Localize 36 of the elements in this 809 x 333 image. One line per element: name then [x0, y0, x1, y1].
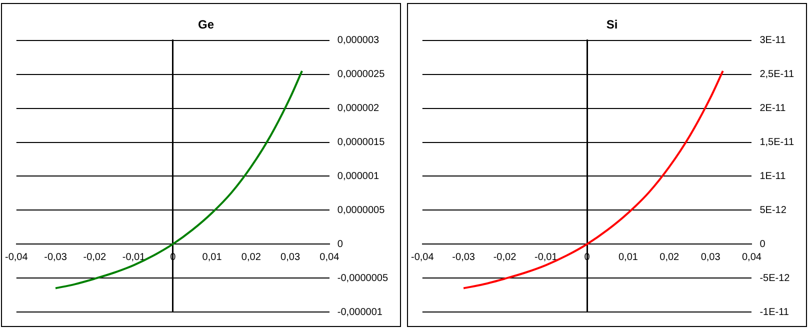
y-tick-label: -0,000001: [337, 306, 383, 318]
x-tick-label: 0,04: [742, 252, 762, 263]
x-tick-label: 0,02: [660, 252, 680, 263]
x-tick-label: -0,01: [122, 252, 146, 263]
y-tick-label: 0,0000025: [337, 69, 386, 80]
x-tick-label: 0,01: [618, 252, 638, 263]
chart-title: Ge: [198, 18, 214, 32]
x-tick-label: 0,01: [202, 252, 222, 263]
x-tick-label: 0,04: [320, 252, 340, 263]
y-tick-label: 0,000001: [337, 170, 380, 182]
x-tick-label: -0,02: [493, 252, 517, 263]
chart-title: Si: [606, 18, 618, 32]
x-tick-label: -0,02: [83, 252, 106, 263]
y-tick-label: 3E-11: [760, 35, 786, 46]
y-tick-label: -0,0000005: [337, 272, 388, 284]
y-tick-label: 0,000003: [337, 35, 380, 46]
x-tick-label: -0,03: [452, 252, 476, 263]
y-tick-label: 2E-11: [760, 103, 786, 114]
y-tick-label: 0,0000015: [337, 137, 386, 148]
x-tick-label: -0,04: [5, 252, 28, 263]
y-tick-label: 2,5E-11: [760, 69, 794, 80]
y-tick-label: 0,0000005: [337, 204, 386, 216]
x-tick-label: 0,03: [280, 252, 300, 263]
y-tick-label: -1E-11: [760, 306, 790, 318]
y-tick-label: -5E-12: [760, 272, 790, 284]
y-tick-label: 0,000002: [337, 103, 380, 114]
x-tick-label: -0,03: [44, 252, 68, 263]
x-tick-label: -0,04: [411, 252, 434, 263]
y-tick-label: 1E-11: [760, 170, 786, 182]
y-tick-label: 1,5E-11: [760, 137, 794, 148]
x-tick-label: 0,02: [241, 252, 262, 263]
x-tick-label: -0,01: [534, 252, 558, 263]
y-tick-label: 0: [337, 238, 344, 250]
y-tick-label: 5E-12: [760, 204, 787, 216]
y-tick-label: 0: [760, 238, 766, 250]
x-tick-label: 0,03: [700, 252, 721, 263]
